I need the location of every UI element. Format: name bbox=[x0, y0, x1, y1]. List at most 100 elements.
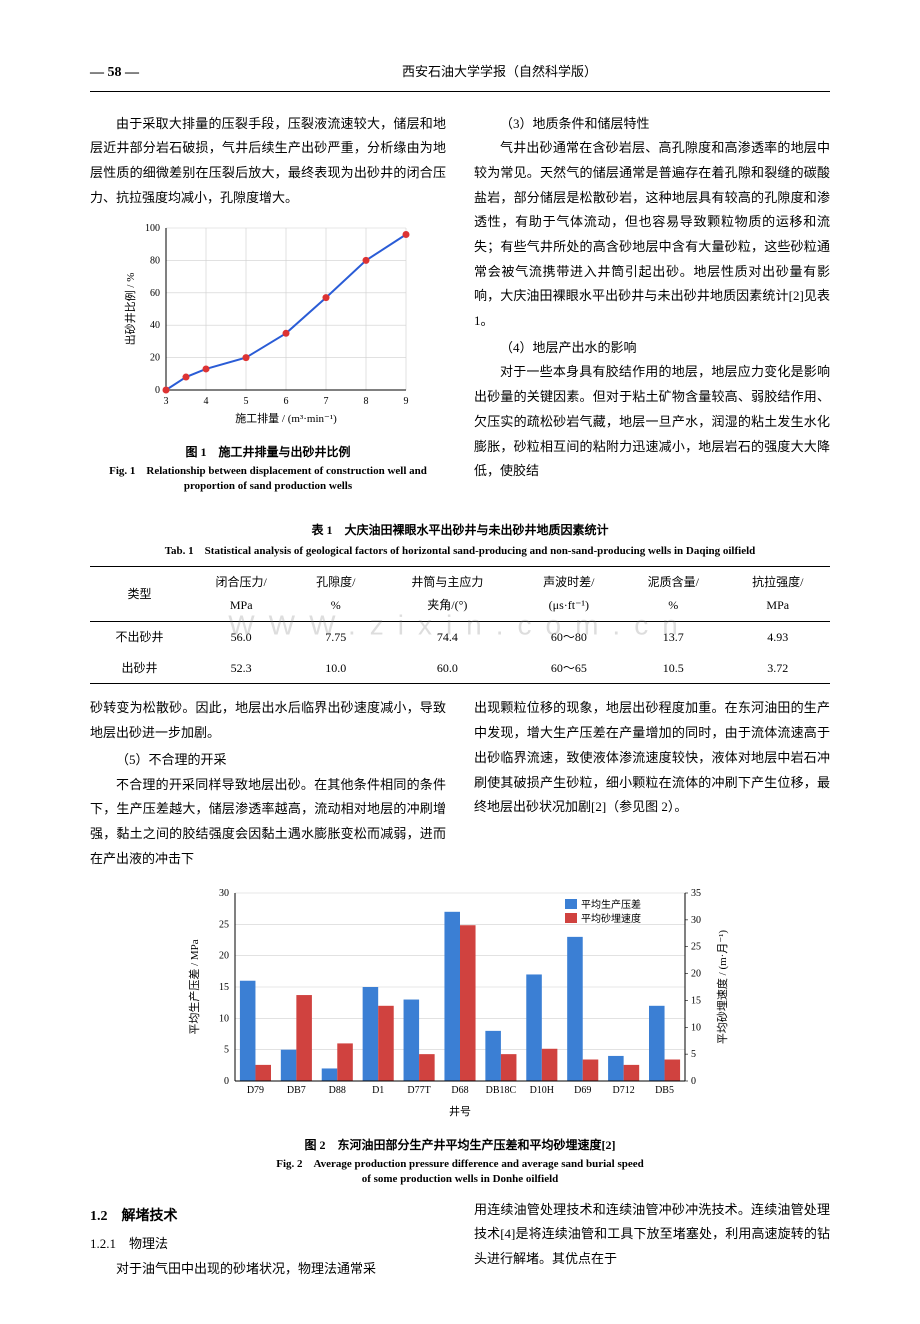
table-col-header: 孔隙度/% bbox=[293, 567, 378, 622]
table-cell: 60～65 bbox=[517, 653, 621, 684]
svg-text:0: 0 bbox=[155, 385, 160, 396]
table-cell: 60～80 bbox=[517, 621, 621, 652]
svg-text:25: 25 bbox=[219, 920, 229, 931]
page-number: — 58 — bbox=[90, 60, 139, 87]
table-cell: 60.0 bbox=[378, 653, 517, 684]
bot-columns: 1.2 解堵技术 1.2.1 物理法 对于油气田中出现的砂堵状况，物理法通常采 … bbox=[90, 1198, 830, 1284]
svg-text:D68: D68 bbox=[451, 1085, 468, 1096]
table-1: 类型闭合压力/MPa孔隙度/%井筒与主应力夹角/(°)声波时差/(μs·ft⁻¹… bbox=[90, 566, 830, 684]
table-cell: 出砂井 bbox=[90, 653, 189, 684]
svg-text:15: 15 bbox=[219, 982, 229, 993]
fig2-caption-en1: Fig. 2 Average production pressure diffe… bbox=[90, 1157, 830, 1172]
svg-text:D10H: D10H bbox=[530, 1085, 554, 1096]
page-header: — 58 — 西安石油大学学报（自然科学版） bbox=[90, 60, 830, 92]
svg-text:20: 20 bbox=[691, 969, 701, 980]
table1-wrap: WWW.zixin.com.cn 类型闭合压力/MPa孔隙度/%井筒与主应力夹角… bbox=[90, 566, 830, 684]
svg-text:40: 40 bbox=[150, 321, 160, 332]
table-col-header: 抗拉强度/MPa bbox=[726, 567, 831, 622]
svg-text:平均砂埋速度: 平均砂埋速度 bbox=[581, 912, 641, 925]
table-col-header: 闭合压力/MPa bbox=[189, 567, 293, 622]
svg-text:5: 5 bbox=[224, 1045, 229, 1056]
table-cell: 4.93 bbox=[726, 621, 831, 652]
para-rm-0: 出现颗粒位移的现象，地层出砂程度加重。在东河油田的生产中发现，增大生产压差在产量… bbox=[474, 696, 830, 819]
right-col-mid: 出现颗粒位移的现象，地层出砂程度加重。在东河油田的生产中发现，增大生产压差在产量… bbox=[474, 696, 830, 873]
table-cell: 56.0 bbox=[189, 621, 293, 652]
svg-text:9: 9 bbox=[404, 396, 409, 407]
svg-text:6: 6 bbox=[284, 396, 289, 407]
svg-text:D77T: D77T bbox=[407, 1085, 430, 1096]
svg-text:D69: D69 bbox=[574, 1085, 591, 1096]
svg-text:30: 30 bbox=[219, 888, 229, 899]
svg-text:施工排量 / (m³·min⁻¹): 施工排量 / (m³·min⁻¹) bbox=[235, 411, 337, 425]
table-col-header: 声波时差/(μs·ft⁻¹) bbox=[517, 567, 621, 622]
svg-text:3: 3 bbox=[164, 396, 169, 407]
para-lm-0: 砂转变为松散砂。因此，地层出水后临界出砂速度减小，导致地层出砂进一步加剧。 bbox=[90, 696, 446, 745]
table-cell: 13.7 bbox=[621, 621, 725, 652]
figure-2: 05101520253005101520253035D79DB7D88D1D77… bbox=[90, 881, 830, 1187]
svg-text:DB18C: DB18C bbox=[486, 1085, 517, 1096]
fig2-caption-zh: 图 2 东河油田部分生产井平均生产压差和平均砂埋速度[2] bbox=[90, 1134, 830, 1157]
mid-columns: 砂转变为松散砂。因此，地层出水后临界出砂速度减小，导致地层出砂进一步加剧。 （5… bbox=[90, 696, 830, 873]
svg-text:0: 0 bbox=[224, 1076, 229, 1087]
table-row: 不出砂井56.07.7574.460～8013.74.93 bbox=[90, 621, 830, 652]
svg-text:5: 5 bbox=[691, 1049, 696, 1060]
svg-text:井号: 井号 bbox=[449, 1104, 471, 1118]
table-col-header: 类型 bbox=[90, 567, 189, 622]
para-r-2: （4）地层产出水的影响 bbox=[474, 336, 830, 361]
figure-1: 0204060801003456789施工排量 / (m³·min⁻¹)出砂井比… bbox=[90, 218, 446, 494]
fig2-chart: 05101520253005101520253035D79DB7D88D1D77… bbox=[180, 881, 740, 1121]
svg-text:25: 25 bbox=[691, 942, 701, 953]
svg-text:DB5: DB5 bbox=[655, 1085, 674, 1096]
table-cell: 10.0 bbox=[293, 653, 378, 684]
table-cell: 74.4 bbox=[378, 621, 517, 652]
svg-text:100: 100 bbox=[145, 223, 160, 234]
para-lb-0: 对于油气田中出现的砂堵状况，物理法通常采 bbox=[90, 1257, 446, 1282]
para-left-top: 由于采取大排量的压裂手段，压裂液流速较大，储层和地层近井部分岩石破损，气井后续生… bbox=[90, 112, 446, 211]
svg-text:平均生产压差 / MPa: 平均生产压差 / MPa bbox=[187, 940, 201, 1035]
svg-text:出砂井比例 / %: 出砂井比例 / % bbox=[123, 273, 137, 346]
table-row: 出砂井52.310.060.060～6510.53.72 bbox=[90, 653, 830, 684]
fig1-caption-zh: 图 1 施工井排量与出砂井比例 bbox=[90, 441, 446, 464]
svg-text:80: 80 bbox=[150, 256, 160, 267]
para-r-0: （3）地质条件和储层特性 bbox=[474, 112, 830, 137]
top-columns: 由于采取大排量的压裂手段，压裂液流速较大，储层和地层近井部分岩石破损，气井后续生… bbox=[90, 112, 830, 505]
svg-text:平均生产压差: 平均生产压差 bbox=[581, 898, 641, 911]
heading-1-2-1: 1.2.1 物理法 bbox=[90, 1232, 446, 1257]
svg-text:5: 5 bbox=[244, 396, 249, 407]
svg-text:4: 4 bbox=[204, 396, 209, 407]
right-col-top: （3）地质条件和储层特性 气井出砂通常在含砂岩层、高孔隙度和高渗透率的地层中较为… bbox=[474, 112, 830, 505]
left-col-mid: 砂转变为松散砂。因此，地层出水后临界出砂速度减小，导致地层出砂进一步加剧。 （5… bbox=[90, 696, 446, 873]
fig1-chart: 0204060801003456789施工排量 / (m³·min⁻¹)出砂井比… bbox=[118, 218, 418, 428]
para-r-1: 气井出砂通常在含砂岩层、高孔隙度和高渗透率的地层中较为常见。天然气的储层通常是普… bbox=[474, 136, 830, 334]
svg-text:D79: D79 bbox=[247, 1085, 264, 1096]
left-col-top: 由于采取大排量的压裂手段，压裂液流速较大，储层和地层近井部分岩石破损，气井后续生… bbox=[90, 112, 446, 505]
table-cell: 不出砂井 bbox=[90, 621, 189, 652]
para-r-3: 对于一些本身具有胶结作用的地层，地层应力变化是影响出砂量的关键因素。但对于粘土矿… bbox=[474, 360, 830, 483]
para-rb-0: 用连续油管处理技术和连续油管冲砂冲洗技术。连续油管处理技术[4]是将连续油管和工… bbox=[474, 1198, 830, 1272]
table1-caption-zh: 表 1 大庆油田裸眼水平出砂井与未出砂井地质因素统计 bbox=[90, 519, 830, 542]
para-lm-1: （5）不合理的开采 bbox=[90, 748, 446, 773]
svg-text:10: 10 bbox=[691, 1023, 701, 1034]
table-col-header: 井筒与主应力夹角/(°) bbox=[378, 567, 517, 622]
svg-text:DB7: DB7 bbox=[287, 1085, 306, 1096]
table-cell: 52.3 bbox=[189, 653, 293, 684]
para-lm-2: 不合理的开采同样导致地层出砂。在其他条件相同的条件下，生产压差越大，储层渗透率越… bbox=[90, 773, 446, 872]
fig2-caption-en2: of some production wells in Donhe oilfie… bbox=[90, 1172, 830, 1187]
heading-1-2: 1.2 解堵技术 bbox=[90, 1204, 446, 1231]
journal-title: 西安石油大学学报（自然科学版） bbox=[169, 60, 830, 85]
right-col-bot: 用连续油管处理技术和连续油管冲砂冲洗技术。连续油管处理技术[4]是将连续油管和工… bbox=[474, 1198, 830, 1284]
svg-text:10: 10 bbox=[219, 1014, 229, 1025]
svg-text:30: 30 bbox=[691, 915, 701, 926]
table-col-header: 泥质含量/% bbox=[621, 567, 725, 622]
fig1-caption-en: Fig. 1 Relationship between displacement… bbox=[90, 464, 446, 495]
table-cell: 3.72 bbox=[726, 653, 831, 684]
svg-text:20: 20 bbox=[219, 951, 229, 962]
table1-caption-en: Tab. 1 Statistical analysis of geologica… bbox=[90, 541, 830, 562]
svg-text:8: 8 bbox=[364, 396, 369, 407]
svg-text:平均砂埋速度 / (m·月⁻¹): 平均砂埋速度 / (m·月⁻¹) bbox=[715, 930, 729, 1045]
svg-text:D1: D1 bbox=[372, 1085, 384, 1096]
table1-caption: 表 1 大庆油田裸眼水平出砂井与未出砂井地质因素统计 Tab. 1 Statis… bbox=[90, 519, 830, 563]
table-cell: 7.75 bbox=[293, 621, 378, 652]
left-col-bot: 1.2 解堵技术 1.2.1 物理法 对于油气田中出现的砂堵状况，物理法通常采 bbox=[90, 1198, 446, 1284]
svg-text:20: 20 bbox=[150, 353, 160, 364]
